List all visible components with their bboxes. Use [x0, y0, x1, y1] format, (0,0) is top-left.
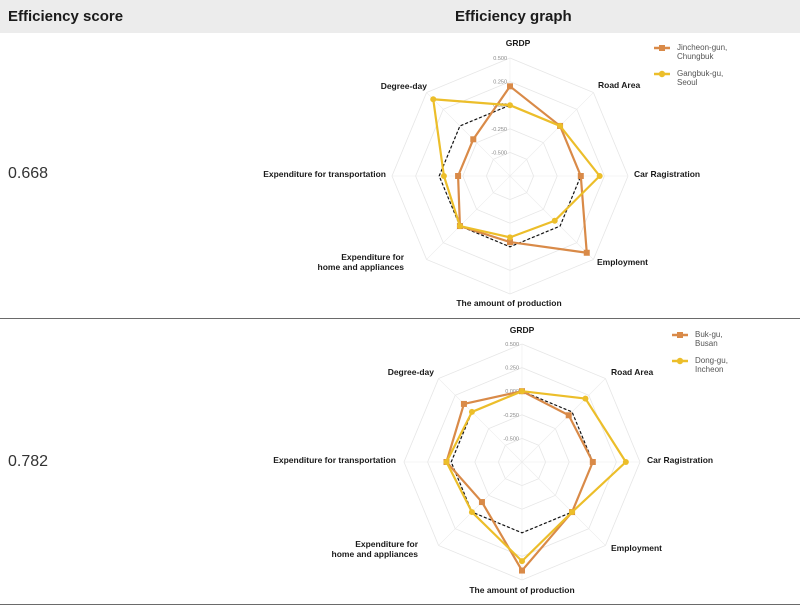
tick-label: -0.250 — [491, 127, 507, 133]
axis-label: Road Area — [598, 80, 640, 90]
axis-label: Degree-day — [388, 367, 435, 377]
data-point — [519, 558, 525, 565]
tick-label: 0.000 — [505, 389, 519, 395]
axis-label: The amount of production — [456, 298, 561, 308]
data-point — [622, 459, 629, 465]
tick-label: -0.500 — [491, 150, 507, 156]
axis-label: GRDP — [506, 38, 531, 48]
tick-label: 0.500 — [505, 342, 519, 348]
grid-spoke — [521, 378, 606, 463]
tick-label: -0.250 — [503, 413, 519, 419]
radar-chart-2: 0.500 0.250 0.000 -0.250 -0.500 GRDP Road Area… — [273, 325, 728, 595]
data-point — [569, 509, 576, 516]
data-point — [519, 567, 525, 574]
axis-label: The amount of production — [469, 585, 574, 595]
efficiency-score-header: Efficiency score — [8, 8, 124, 25]
axis-label: Road Area — [611, 367, 653, 377]
legend-marker — [677, 332, 683, 338]
legend-label: Buk-gu, Busan — [695, 330, 723, 348]
data-point — [519, 388, 525, 395]
grid-spoke — [426, 92, 511, 177]
grid-spoke — [426, 175, 511, 260]
data-point — [557, 122, 564, 129]
axis-label: Employment — [597, 257, 648, 267]
data-point — [443, 459, 450, 465]
efficiency-score-1: 0.668 — [8, 165, 49, 182]
data-point — [565, 412, 572, 419]
data-point — [456, 223, 463, 230]
efficiency-score-2: 0.782 — [8, 453, 49, 470]
data-point — [583, 249, 590, 256]
tick-label: 0.250 — [493, 80, 507, 86]
axis-label: Car Ragistration — [647, 455, 713, 465]
grid-spoke — [438, 378, 523, 463]
data-point — [478, 499, 485, 506]
data-point — [507, 102, 513, 109]
data-point — [455, 173, 462, 179]
data-point — [440, 173, 447, 179]
data-point — [470, 136, 477, 143]
axis-label: Expenditure for transportation — [273, 455, 396, 465]
data-point — [468, 509, 475, 516]
efficiency-graph-header: Efficiency graph — [455, 8, 572, 25]
tick-label: 0.500 — [493, 56, 507, 62]
data-point — [577, 173, 584, 179]
axis-label: Degree-day — [381, 81, 428, 91]
axis-label: Expenditure for transportation — [263, 169, 386, 179]
tick-label: 0.000 — [493, 103, 507, 109]
axis-label: Expenditure for home and appliances — [332, 539, 419, 559]
table-bottom-border — [0, 604, 800, 605]
row-divider — [0, 318, 800, 319]
legend-label: Gangbuk-gu, Seoul — [677, 69, 723, 87]
data-point — [460, 400, 467, 407]
reference-line — [450, 390, 594, 534]
axis-label: Car Ragistration — [634, 169, 700, 179]
tick-label: 0.250 — [505, 366, 519, 372]
legend-marker — [659, 45, 665, 51]
axis-label: GRDP — [510, 325, 535, 335]
tick-label: -0.500 — [503, 436, 519, 442]
data-point — [582, 395, 589, 402]
series-line — [432, 98, 601, 239]
data-point — [507, 83, 513, 90]
legend-marker — [676, 357, 684, 365]
data-point — [589, 459, 596, 465]
legend-label: Jincheon-gun, Chungbuk — [677, 43, 727, 61]
axis-label: Expenditure for home and appliances — [318, 252, 405, 272]
radar-chart-1: 0.500 0.250 0.000 -0.250 -0.500 GRDP Road Area… — [263, 38, 727, 308]
axis-label: Employment — [611, 543, 662, 553]
grid-spoke — [509, 175, 594, 260]
legend-marker — [658, 70, 666, 78]
data-point — [596, 173, 603, 179]
data-point — [551, 217, 558, 224]
grid-spoke — [509, 92, 594, 177]
grid-spoke — [521, 461, 606, 546]
legend-label: Dong-gu, Incheon — [695, 356, 728, 374]
table-header: Efficiency score Efficiency graph — [0, 0, 800, 33]
data-point — [430, 96, 437, 103]
data-point — [507, 239, 513, 246]
data-point — [507, 234, 513, 241]
data-point — [468, 408, 475, 415]
